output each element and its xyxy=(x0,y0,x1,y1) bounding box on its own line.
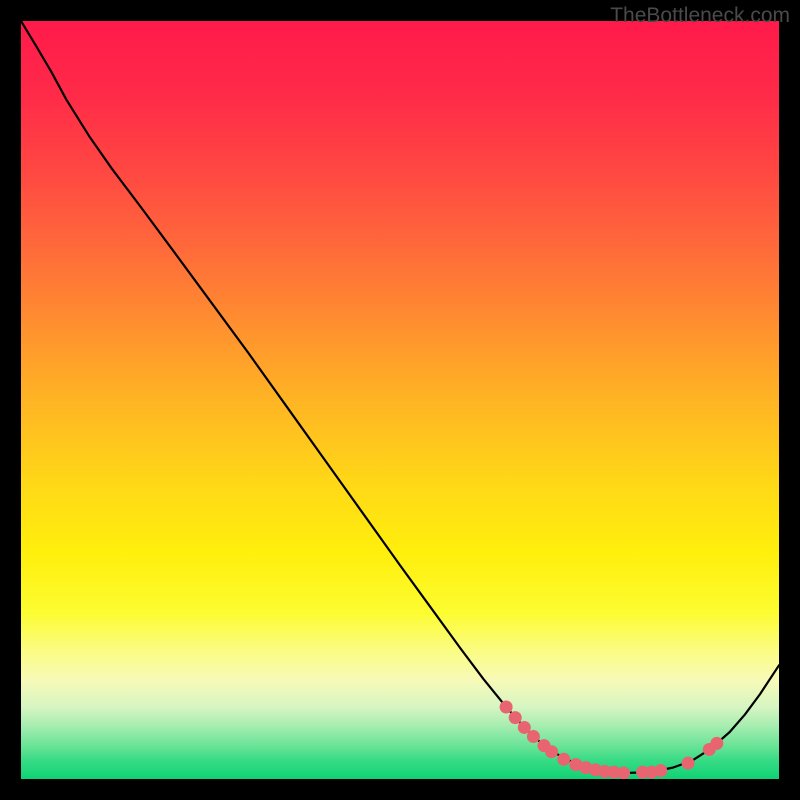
data-marker xyxy=(710,737,723,750)
background-rect xyxy=(21,21,779,779)
chart-plot-area xyxy=(21,21,779,779)
data-marker xyxy=(617,766,630,779)
data-marker xyxy=(557,753,570,766)
data-marker xyxy=(527,730,540,743)
data-marker xyxy=(509,711,522,724)
data-marker xyxy=(545,745,558,758)
data-marker xyxy=(500,700,513,713)
data-marker xyxy=(654,764,667,777)
data-marker xyxy=(682,757,695,770)
watermark-text: TheBottleneck.com xyxy=(610,4,790,28)
chart-svg xyxy=(21,21,779,779)
